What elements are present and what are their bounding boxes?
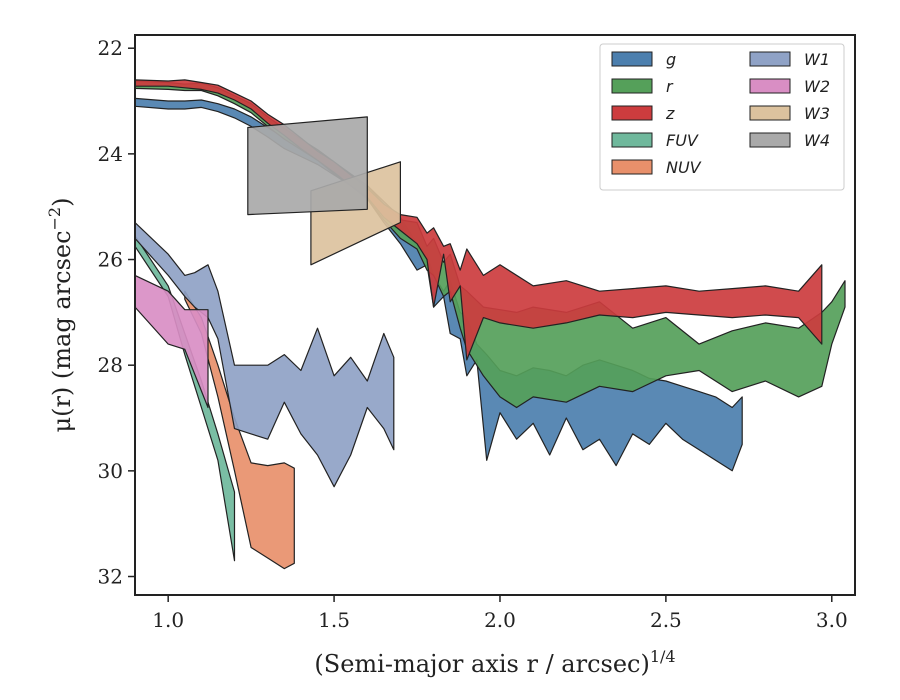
y-axis-label: μ(r) (mag arcsec−2) — [45, 198, 76, 433]
band-w2 — [135, 274, 209, 409]
legend-label-fuv: FUV — [666, 131, 699, 150]
legend-label-w2: W2 — [804, 77, 830, 96]
y-tick-label: 28 — [98, 353, 123, 377]
x-axis-label-sup: 1/4 — [650, 647, 676, 666]
y-tick-label: 26 — [98, 248, 123, 272]
legend-label-w4: W4 — [804, 131, 830, 150]
legend-label-z: z — [665, 104, 675, 123]
x-axis-ticks: 1.0 1.5 2.0 2.5 3.0 — [152, 595, 848, 632]
y-axis-label-tail: ) — [48, 198, 76, 207]
legend-label-w1: W1 — [804, 50, 830, 69]
y-axis-ticks: 22 24 26 28 30 32 — [98, 36, 135, 589]
x-tick-label: 2.0 — [484, 608, 516, 632]
x-axis-label: (Semi-major axis r / arcsec)1/4 — [314, 647, 675, 678]
x-tick-label: 3.0 — [816, 608, 848, 632]
x-tick-label: 1.5 — [318, 608, 350, 632]
y-tick-label: 22 — [98, 36, 123, 60]
legend-swatch-w3 — [749, 105, 791, 121]
y-axis-label-sup: −2 — [45, 207, 64, 231]
series-layer — [135, 79, 846, 570]
legend-label-g: g — [666, 50, 676, 69]
y-axis-label-text: μ(r) (mag arcsec — [48, 230, 76, 432]
x-tick-label: 1.0 — [152, 608, 184, 632]
legend-swatch-fuv — [611, 132, 653, 148]
legend-label-nuv: NUV — [666, 158, 702, 177]
legend-swatch-nuv — [611, 159, 653, 175]
y-tick-label: 24 — [98, 142, 123, 166]
legend-label-r: r — [666, 77, 674, 96]
legend-swatch-w1 — [749, 51, 791, 67]
x-axis-label-text: (Semi-major axis r / arcsec) — [314, 650, 649, 678]
legend: grz FUV NUV W1 W2 W3 W4 — [599, 43, 845, 191]
legend-swatch-z — [611, 105, 653, 121]
legend-label-w3: W3 — [804, 104, 830, 123]
y-tick-label: 30 — [98, 459, 123, 483]
legend-swatch-w4 — [749, 132, 791, 148]
x-tick-label: 2.5 — [650, 608, 682, 632]
band-w1 — [135, 221, 395, 488]
legend-swatch-w2 — [749, 78, 791, 94]
legend-swatch-r — [611, 78, 653, 94]
plot-frame — [134, 34, 856, 596]
y-tick-label: 32 — [98, 565, 123, 589]
band-w4 — [247, 116, 368, 216]
legend-swatch-g — [611, 51, 653, 67]
